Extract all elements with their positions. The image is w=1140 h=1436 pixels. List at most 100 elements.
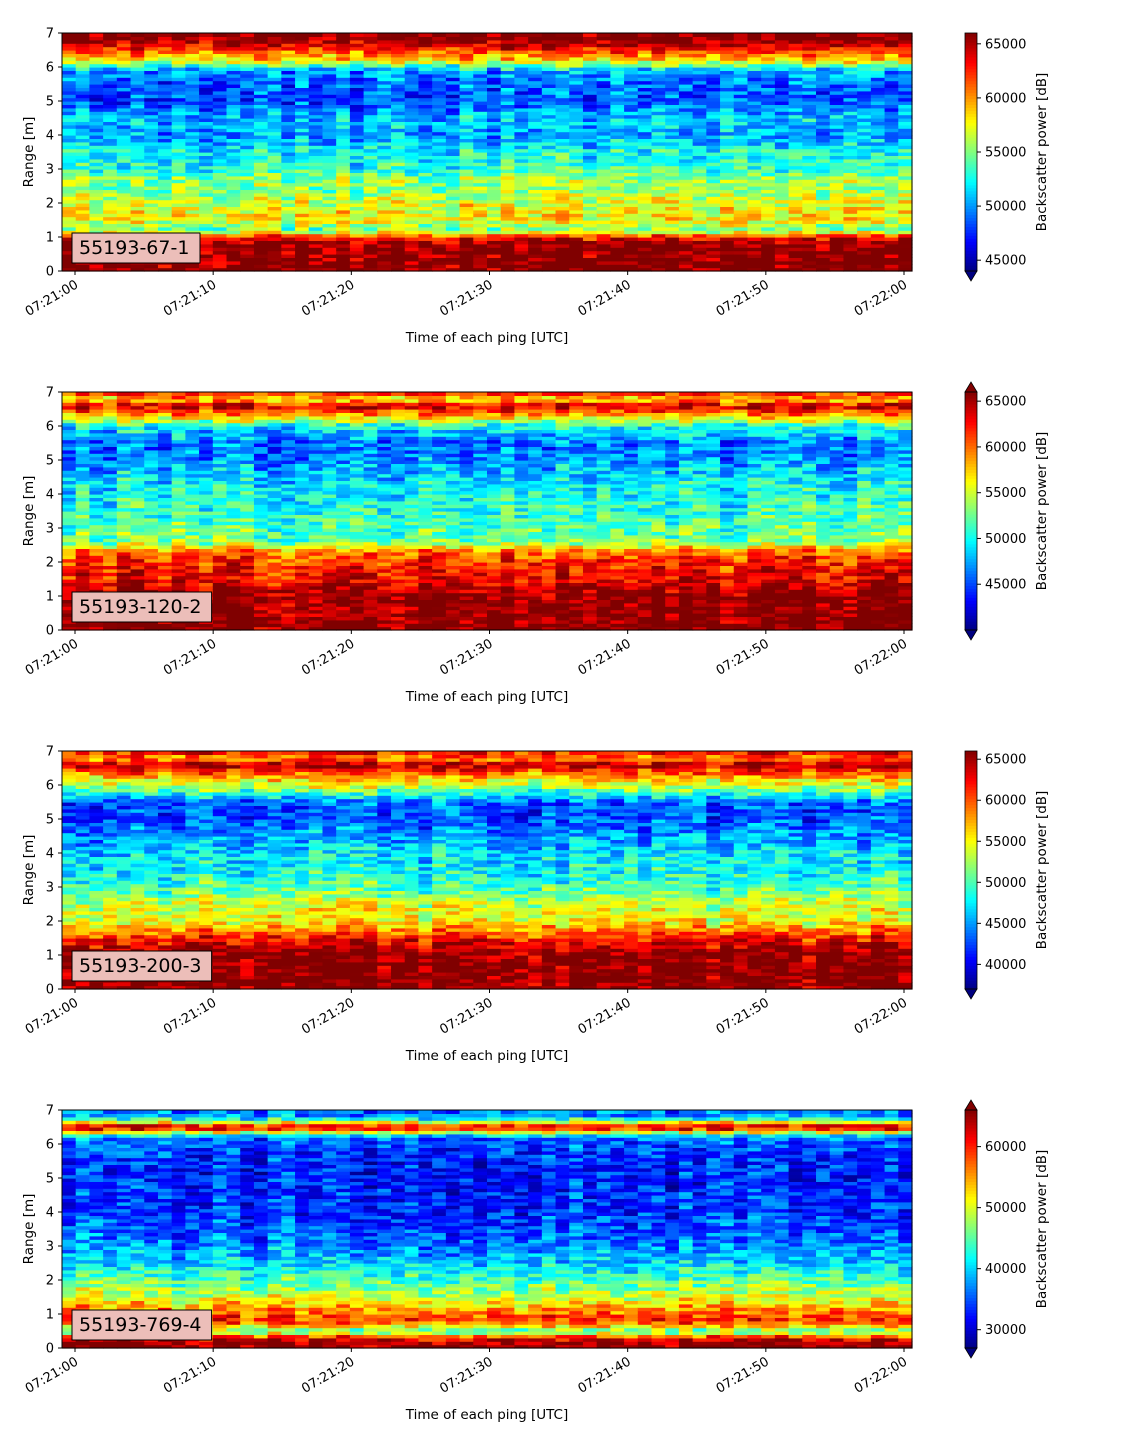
heatmap-cell bbox=[281, 142, 295, 146]
heatmap-cell bbox=[542, 149, 556, 153]
heatmap-cell bbox=[898, 217, 912, 221]
heatmap-cell bbox=[624, 142, 638, 146]
heatmap-cell bbox=[597, 142, 611, 146]
heatmap-cell bbox=[185, 149, 199, 153]
heatmap-cell bbox=[638, 149, 652, 153]
heatmap-cell bbox=[487, 244, 501, 248]
heatmap-cell bbox=[597, 176, 611, 180]
heatmap-cell bbox=[830, 234, 844, 238]
heatmap-cell bbox=[391, 193, 405, 197]
heatmap-cell bbox=[473, 217, 487, 221]
heatmap-cell bbox=[254, 166, 268, 170]
heatmap-cell bbox=[802, 264, 816, 268]
heatmap-cell bbox=[789, 149, 803, 153]
heatmap-cell bbox=[268, 234, 282, 238]
heatmap-cell bbox=[802, 176, 816, 180]
heatmap-cell bbox=[652, 264, 666, 268]
heatmap-cell bbox=[446, 217, 460, 221]
heatmap-cell bbox=[528, 217, 542, 221]
heatmap-cell bbox=[871, 264, 885, 268]
heatmap-cell bbox=[76, 419, 90, 423]
heatmap-cell bbox=[62, 166, 76, 170]
heatmap-cell bbox=[747, 149, 761, 153]
heatmap-cell bbox=[556, 142, 570, 146]
heatmap-cell bbox=[638, 142, 652, 146]
heatmap-cell bbox=[569, 234, 583, 238]
heatmap-cell bbox=[843, 149, 857, 153]
heatmap-cell bbox=[227, 142, 241, 146]
heatmap-cell bbox=[706, 251, 720, 255]
heatmap-cell bbox=[405, 176, 419, 180]
heatmap-cell bbox=[117, 33, 131, 37]
heatmap-cell bbox=[528, 183, 542, 187]
heatmap-cell bbox=[501, 183, 515, 187]
heatmap-cell bbox=[542, 183, 556, 187]
heatmap-cell bbox=[281, 193, 295, 197]
heatmap-cell bbox=[583, 159, 597, 163]
heatmap-cell bbox=[624, 159, 638, 163]
heatmap-cell bbox=[487, 210, 501, 214]
heatmap-cell bbox=[117, 419, 131, 423]
heatmap-cell bbox=[789, 210, 803, 214]
x-tick-label: 07:21:10 bbox=[161, 277, 219, 319]
heatmap-cell bbox=[172, 227, 186, 231]
heatmap-cell bbox=[336, 244, 350, 248]
heatmap-cell bbox=[391, 183, 405, 187]
heatmap-cell bbox=[610, 149, 624, 153]
heatmap-cell bbox=[610, 193, 624, 197]
heatmap-cell bbox=[350, 234, 364, 238]
heatmap-cell bbox=[103, 504, 117, 508]
heatmap-cell bbox=[569, 176, 583, 180]
heatmap-cell bbox=[460, 234, 474, 238]
heatmap-cell bbox=[62, 419, 76, 423]
heatmap-cell bbox=[638, 33, 652, 37]
heatmap-cell bbox=[322, 183, 336, 187]
heatmap-cell bbox=[679, 159, 693, 163]
heatmap-cell bbox=[528, 193, 542, 197]
heatmap-cell bbox=[62, 193, 76, 197]
heatmap-cell bbox=[322, 227, 336, 231]
heatmap-cell bbox=[199, 193, 213, 197]
heatmap-cell bbox=[761, 244, 775, 248]
heatmap-cell bbox=[103, 149, 117, 153]
heatmap-cell bbox=[144, 504, 158, 508]
heatmap-cell bbox=[706, 210, 720, 214]
heatmap-cell bbox=[62, 149, 76, 153]
heatmap-cell bbox=[227, 149, 241, 153]
heatmap-cell bbox=[350, 159, 364, 163]
heatmap-cell bbox=[638, 159, 652, 163]
heatmap-cell bbox=[501, 33, 515, 37]
heatmap-cell bbox=[213, 193, 227, 197]
colorbar-extend-min bbox=[965, 271, 977, 281]
heatmap-cell bbox=[309, 244, 323, 248]
heatmap-cell bbox=[460, 142, 474, 146]
heatmap-cell bbox=[610, 183, 624, 187]
heatmap-cell bbox=[720, 244, 734, 248]
heatmap-cell bbox=[309, 132, 323, 136]
heatmap-cell bbox=[295, 227, 309, 231]
heatmap-cell bbox=[679, 210, 693, 214]
heatmap-cell bbox=[610, 33, 624, 37]
heatmap-cell bbox=[213, 166, 227, 170]
x-tick-label: 07:21:40 bbox=[576, 277, 634, 319]
heatmap-cell bbox=[350, 176, 364, 180]
heatmap-cell bbox=[665, 217, 679, 221]
heatmap-cell bbox=[830, 251, 844, 255]
heatmap-cell bbox=[610, 210, 624, 214]
heatmap-cell bbox=[62, 227, 76, 231]
heatmap-cell bbox=[281, 159, 295, 163]
heatmap-cell bbox=[528, 166, 542, 170]
heatmap-cell bbox=[418, 132, 432, 136]
heatmap-cell bbox=[144, 183, 158, 187]
heatmap-cell bbox=[117, 132, 131, 136]
heatmap-cell bbox=[871, 142, 885, 146]
heatmap-cell bbox=[720, 264, 734, 268]
heatmap-cell bbox=[213, 200, 227, 204]
heatmap-cell bbox=[514, 176, 528, 180]
heatmap-cell bbox=[528, 210, 542, 214]
heatmap-cell bbox=[350, 183, 364, 187]
heatmap-cell bbox=[199, 159, 213, 163]
heatmap-cell bbox=[144, 217, 158, 221]
heatmap-cell bbox=[117, 193, 131, 197]
heatmap-cell bbox=[542, 193, 556, 197]
